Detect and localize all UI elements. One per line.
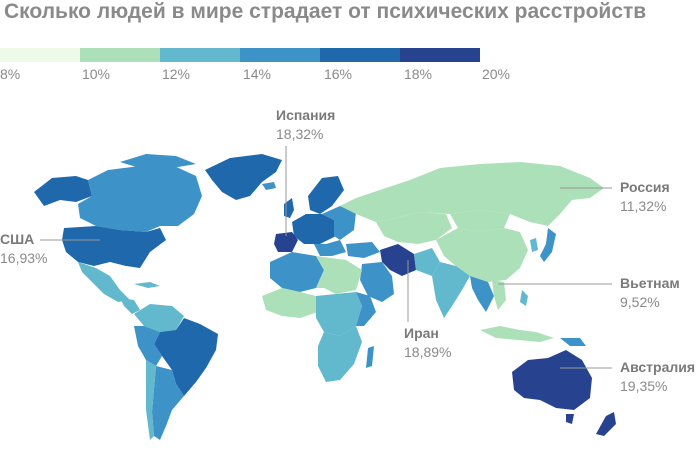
russia: [340, 162, 604, 226]
legend-tick: 14%: [242, 66, 272, 82]
callout-value: 18,89%: [404, 344, 452, 360]
callout-value: 19,35%: [620, 378, 668, 394]
caribbean: [134, 282, 160, 288]
central-asia: [376, 212, 452, 244]
mexico: [78, 262, 130, 302]
scandinavia: [308, 176, 344, 214]
japan: [540, 228, 556, 262]
india: [432, 262, 470, 318]
tasmania: [566, 414, 574, 424]
alaska: [34, 176, 92, 206]
chile: [146, 360, 156, 440]
callout-vietnam: Вьетнам 9,52%: [620, 274, 680, 312]
southern-africa: [318, 326, 362, 382]
central-america: [120, 298, 140, 314]
callout-iran: Иран 18,89%: [404, 324, 451, 362]
north-africa-west: [270, 252, 324, 292]
legend-swatch-14-16: [240, 48, 320, 62]
callout-name: Вьетнам: [620, 275, 680, 291]
brazil: [154, 318, 218, 396]
legend-swatch-12-14: [160, 48, 240, 62]
spain: [274, 232, 298, 252]
legend-tick: 16%: [323, 66, 353, 82]
china: [436, 228, 528, 282]
italy-balkans: [314, 240, 346, 256]
madagascar: [366, 346, 374, 368]
legend-swatch-18-20: [400, 48, 480, 62]
legend-tick: 10%: [81, 66, 111, 82]
callout-value: 9,52%: [620, 294, 660, 310]
legend-swatch-16-18: [320, 48, 400, 62]
iceland: [262, 182, 276, 190]
callout-value: 16,93%: [0, 250, 48, 266]
vietnam: [492, 280, 506, 310]
legend-tick: 8%: [0, 66, 21, 82]
korea: [530, 238, 538, 252]
canadian-arctic-islands: [120, 154, 196, 170]
callout-name: Австралия: [620, 359, 696, 375]
papua-new-guinea: [560, 338, 586, 346]
australia: [512, 350, 592, 410]
callout-usa: США 16,93%: [0, 230, 47, 268]
west-africa: [262, 288, 318, 318]
legend-swatch-8-10: [0, 48, 80, 62]
callout-name: Испания: [276, 107, 336, 123]
callout-name: Иран: [404, 325, 439, 341]
callout-name: Россия: [620, 179, 670, 195]
indonesia: [480, 326, 554, 342]
world-choropleth-map: [34, 146, 616, 440]
color-legend: [0, 48, 480, 62]
peru-bolivia: [134, 326, 162, 366]
legend-tick: 20%: [481, 66, 511, 82]
new-zealand: [596, 412, 616, 436]
mongolia: [450, 210, 510, 232]
callout-value: 18,32%: [276, 126, 324, 142]
iran: [380, 244, 416, 276]
afghanistan-pakistan: [414, 248, 440, 276]
legend-tick: 12%: [161, 66, 191, 82]
western-europe: [292, 214, 336, 244]
callout-name: США: [0, 231, 35, 247]
greenland: [205, 154, 282, 200]
saudi-arabia: [360, 262, 394, 302]
chart-title: Сколько людей в мире страдает от психиче…: [4, 0, 647, 23]
southeast-asia: [470, 276, 494, 312]
colombia-venezuela: [134, 304, 184, 332]
usa: [62, 226, 166, 268]
philippines: [520, 290, 528, 306]
legend-swatch-10-12: [80, 48, 160, 62]
legend-ticks: 8% 10% 12% 14% 16% 18% 20%: [0, 66, 520, 84]
callout-value: 11,32%: [620, 198, 667, 214]
canada: [78, 164, 202, 232]
callout-australia: Австралия 19,35%: [620, 358, 695, 396]
callout-russia: Россия 11,32%: [620, 178, 670, 216]
callout-spain: Испания 18,32%: [276, 106, 335, 144]
legend-tick: 18%: [403, 66, 433, 82]
eastern-europe: [322, 206, 356, 240]
argentina: [152, 366, 184, 440]
east-africa: [356, 292, 376, 326]
turkey: [346, 242, 380, 258]
central-africa: [316, 292, 362, 336]
north-africa-east: [316, 256, 362, 294]
